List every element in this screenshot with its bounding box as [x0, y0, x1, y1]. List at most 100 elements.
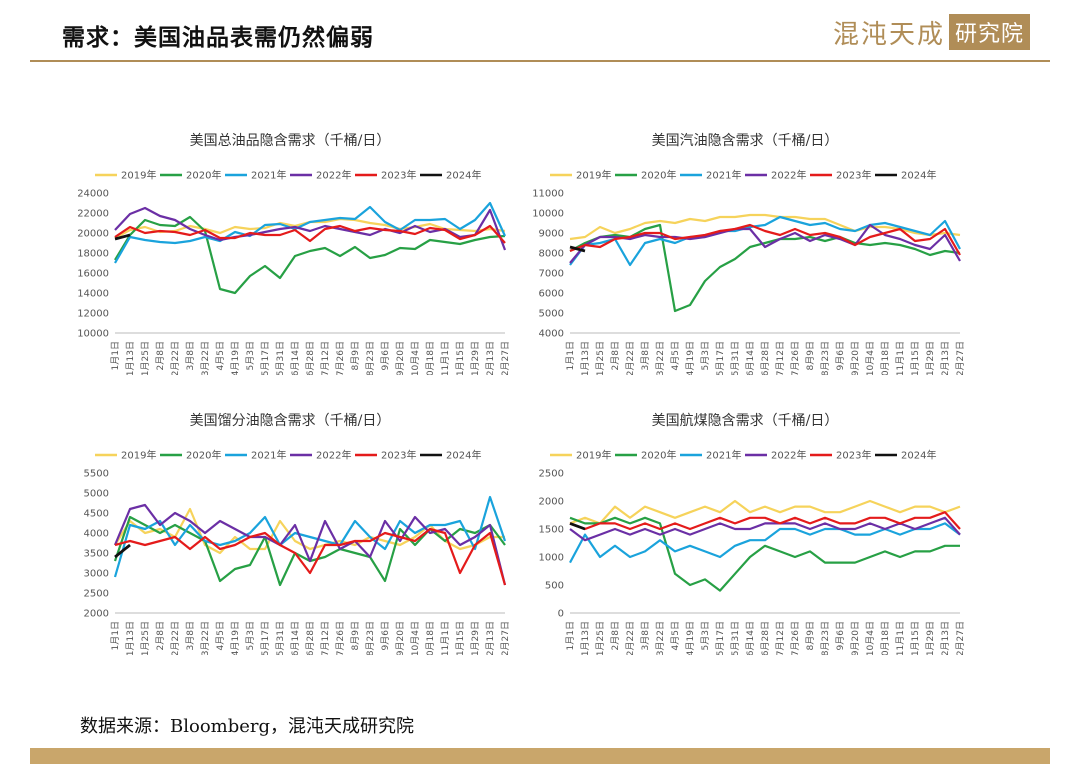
- x-tick-label: 11月15日: [910, 621, 921, 655]
- y-tick-label: 1500: [539, 525, 564, 536]
- x-tick-label: 10月18日: [880, 621, 891, 655]
- x-tick-label: 12月13日: [485, 621, 496, 655]
- x-tick-label: 10月18日: [425, 341, 436, 375]
- x-tick-label: 5月31日: [275, 621, 286, 655]
- legend-label: 2024年: [901, 449, 936, 462]
- series-line: [114, 224, 506, 244]
- x-tick-label: 5月3日: [700, 341, 711, 370]
- x-tick-label: 7月26日: [790, 341, 801, 375]
- x-tick-label: 11月1日: [895, 341, 906, 375]
- x-tick-label: 9月20日: [395, 621, 406, 655]
- footer-bar: [30, 748, 1050, 764]
- chart-title: 美国馏分油隐含需求（千桶/日）: [190, 413, 391, 429]
- legend-label: 2024年: [901, 169, 936, 182]
- x-tick-label: 1月25日: [595, 341, 606, 375]
- x-tick-label: 10月4日: [410, 341, 421, 375]
- series-line: [569, 516, 961, 542]
- x-tick-label: 1月13日: [125, 341, 136, 375]
- y-tick-label: 5500: [84, 469, 109, 480]
- x-tick-label: 9月6日: [380, 341, 391, 370]
- x-tick-label: 11月29日: [925, 341, 936, 375]
- x-tick-label: 7月26日: [335, 621, 346, 655]
- series-line: [113, 515, 506, 587]
- chart-jetfuel: 美国航煤隐含需求（千桶/日） 2019年 2020年 2021年 2022年 2023年 2…: [520, 405, 970, 655]
- x-tick-label: 7月12日: [775, 621, 786, 655]
- y-tick-label: 1000: [539, 553, 564, 564]
- series-line: [569, 522, 586, 531]
- x-tick-label: 9月6日: [380, 621, 391, 650]
- legend-label: 2019年: [121, 449, 156, 462]
- x-tick-label: 4月5日: [215, 341, 226, 370]
- x-tick-label: 8月23日: [365, 341, 376, 375]
- x-tick-label: 4月19日: [685, 621, 696, 655]
- series-line: [114, 543, 131, 559]
- y-tick-label: 3500: [84, 549, 109, 560]
- x-tick-label: 9月6日: [835, 341, 846, 370]
- y-tick-label: 14000: [77, 289, 109, 300]
- y-tick-label: 2500: [84, 589, 109, 600]
- x-tick-label: 6月28日: [760, 621, 771, 655]
- x-tick-label: 2月22日: [625, 341, 636, 375]
- series-line: [569, 516, 960, 592]
- x-tick-label: 12月27日: [955, 341, 966, 375]
- x-tick-label: 12月27日: [500, 341, 511, 375]
- x-tick-label: 8月9日: [805, 341, 816, 370]
- y-tick-label: 7000: [539, 269, 564, 280]
- x-tick-label: 4月19日: [685, 341, 696, 375]
- y-tick-label: 4000: [84, 529, 109, 540]
- y-tick-label: 4500: [84, 509, 109, 520]
- x-tick-label: 1月1日: [565, 341, 576, 370]
- y-tick-label: 500: [545, 581, 564, 592]
- legend-label: 2023年: [381, 169, 416, 182]
- x-tick-label: 8月9日: [805, 621, 816, 650]
- x-tick-label: 2月8日: [610, 621, 621, 650]
- series-line: [114, 233, 131, 241]
- x-tick-label: 7月12日: [775, 341, 786, 375]
- x-tick-label: 2月8日: [610, 341, 621, 370]
- y-tick-label: 10000: [77, 329, 109, 340]
- x-tick-label: 1月25日: [595, 621, 606, 655]
- series-line: [114, 527, 507, 586]
- x-tick-label: 10月4日: [865, 341, 876, 375]
- chart-distillate-svg: 美国馏分油隐含需求（千桶/日） 2019年 2020年 2021年 2022年 2023年…: [84, 413, 511, 655]
- y-tick-label: 4000: [539, 329, 564, 340]
- y-tick-label: 22000: [77, 209, 109, 220]
- x-tick-label: 5月17日: [260, 621, 271, 655]
- legend-label: 2023年: [836, 449, 871, 462]
- brand-logo: 混沌天成 研究院: [833, 12, 1030, 52]
- x-tick-label: 6月14日: [290, 621, 301, 655]
- y-tick-label: 6000: [539, 289, 564, 300]
- x-tick-label: 11月15日: [910, 341, 921, 375]
- x-tick-label: 7月26日: [335, 341, 346, 375]
- x-tick-label: 3月22日: [655, 621, 666, 655]
- x-tick-label: 11月15日: [455, 621, 466, 655]
- x-tick-label: 3月22日: [200, 341, 211, 375]
- x-tick-label: 4月5日: [670, 621, 681, 650]
- y-tick-label: 24000: [77, 189, 109, 200]
- x-tick-label: 5月31日: [730, 621, 741, 655]
- y-tick-label: 8000: [539, 249, 564, 260]
- series-line: [569, 511, 961, 531]
- chart-title: 美国汽油隐含需求（千桶/日）: [652, 133, 839, 149]
- x-tick-label: 2月22日: [625, 621, 636, 655]
- x-tick-label: 4月19日: [230, 621, 241, 655]
- x-tick-label: 10月18日: [425, 621, 436, 655]
- x-tick-label: 6月28日: [305, 341, 316, 375]
- legend-label: 2024年: [446, 449, 481, 462]
- x-tick-label: 1月13日: [125, 621, 136, 655]
- series-line: [569, 245, 586, 253]
- x-tick-label: 11月29日: [470, 621, 481, 655]
- y-tick-label: 20000: [77, 229, 109, 240]
- chart-title: 美国航煤隐含需求（千桶/日）: [652, 413, 839, 429]
- x-tick-label: 8月9日: [350, 621, 361, 650]
- x-tick-label: 1月13日: [580, 341, 591, 375]
- x-tick-label: 9月20日: [850, 341, 861, 375]
- chart-title: 美国总油品隐含需求（千桶/日）: [190, 133, 391, 149]
- x-tick-label: 1月1日: [110, 621, 121, 650]
- x-tick-label: 11月29日: [925, 621, 936, 655]
- series-line: [569, 223, 961, 256]
- legend-label: 2020年: [186, 449, 221, 462]
- legend-label: 2019年: [121, 169, 156, 182]
- series-line: [569, 213, 961, 241]
- series-line: [113, 503, 507, 586]
